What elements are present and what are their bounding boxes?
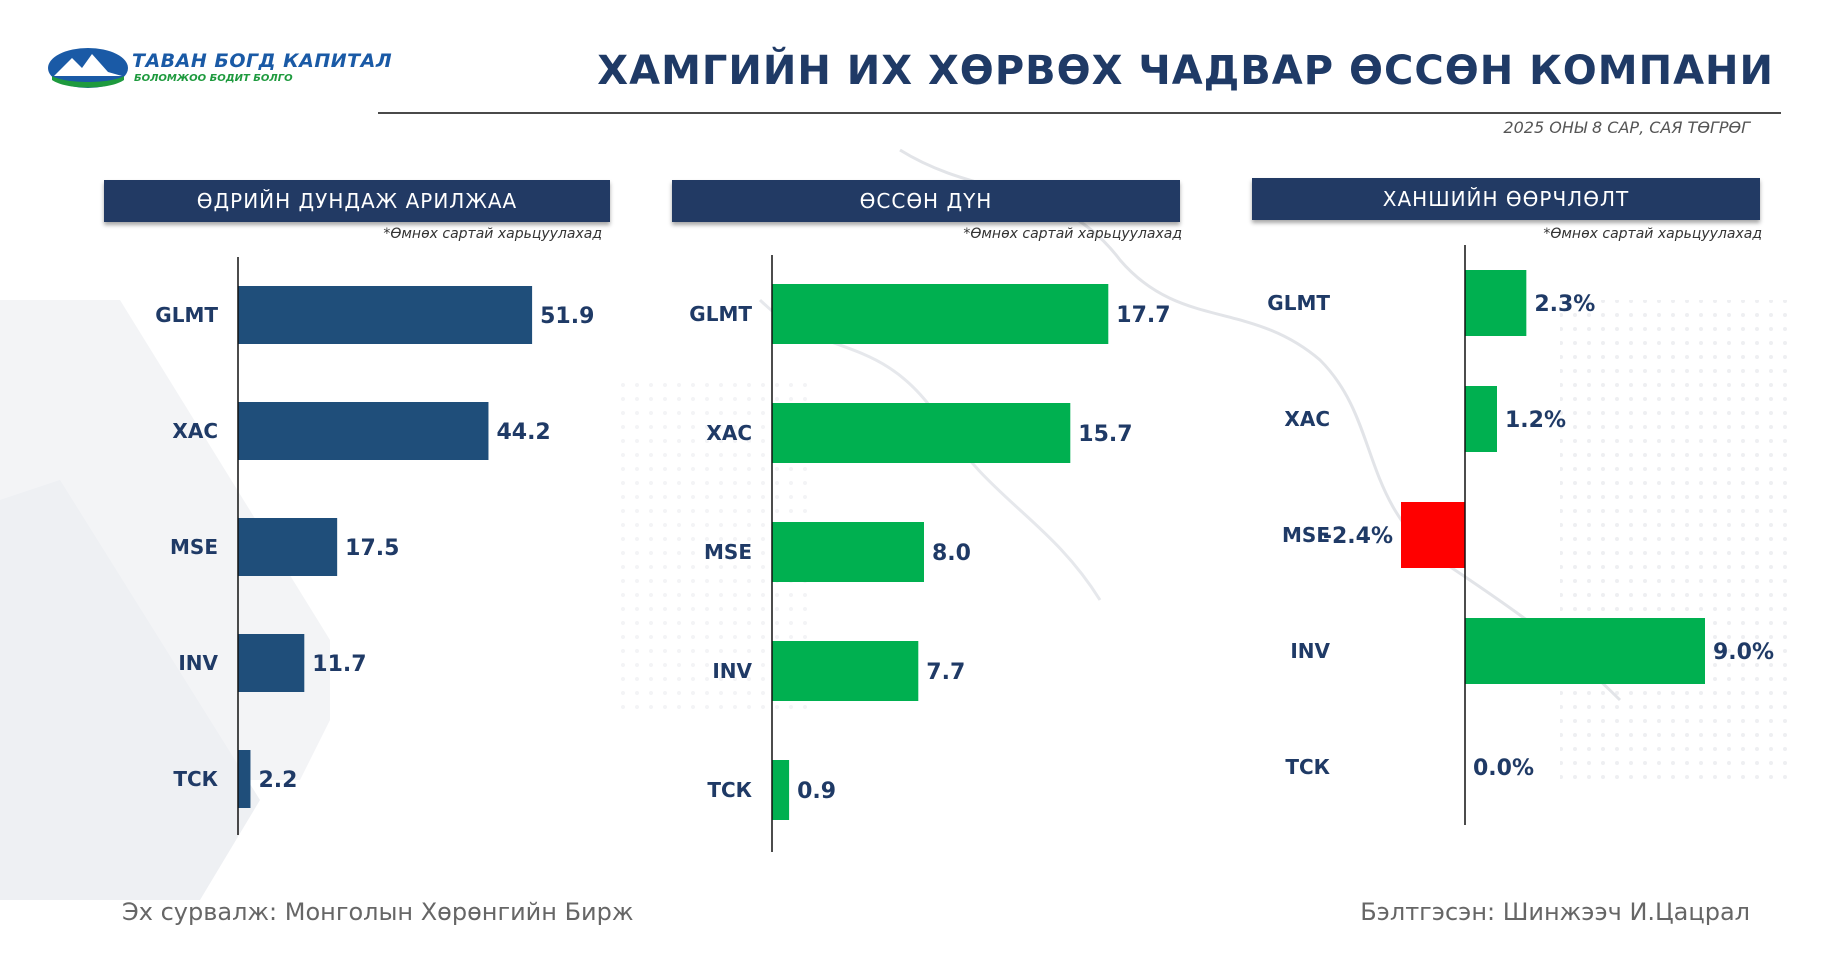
bar-тск bbox=[238, 750, 251, 808]
value-label: 0.9 bbox=[797, 779, 836, 804]
brand-name: ТАВАН БОГД КАПИТАЛ bbox=[132, 50, 393, 72]
value-label: 44.2 bbox=[496, 420, 550, 445]
value-label: 7.7 bbox=[926, 660, 965, 685]
category-label: GLMT bbox=[1267, 291, 1330, 315]
page-title: ХАМГИЙН ИХ ХӨРВӨХ ЧАДВАР ӨССӨН КОМПАНИ bbox=[597, 48, 1774, 94]
value-label: -2.4% bbox=[1323, 524, 1393, 549]
bar-mse bbox=[238, 518, 338, 576]
category-label: MSE bbox=[170, 535, 218, 559]
bar-тск bbox=[772, 760, 790, 820]
value-label: 17.7 bbox=[1116, 303, 1170, 328]
brand-wordmark: ТАВАН БОГД КАПИТАЛ БОЛОМЖОО БОДИТ БОЛГО bbox=[132, 50, 392, 84]
brand-tagline: БОЛОМЖОО БОДИТ БОЛГО bbox=[134, 73, 293, 84]
panel-header-growth-amount: ӨССӨН ДҮН bbox=[672, 180, 1180, 222]
bar-glmt bbox=[772, 284, 1109, 344]
panel-header-price-change: ХАНШИЙН ӨӨРЧЛӨЛТ bbox=[1252, 178, 1760, 220]
panel-note-avg-trade: *Өмнөх сартай харьцуулахад bbox=[383, 226, 602, 242]
category-label: ХАС bbox=[172, 419, 218, 443]
chart-avg-trade: GLMT 51.9 ХАС 44.2 MSE 17.5 INV 11.7 ТСК 2.2 bbox=[155, 257, 594, 835]
bar-хас bbox=[1465, 386, 1497, 452]
panel-note-price-change: *Өмнөх сартай харьцуулахад bbox=[1543, 226, 1762, 242]
bar-glmt bbox=[238, 286, 533, 344]
value-label: 2.3% bbox=[1534, 292, 1595, 317]
bar-inv bbox=[772, 641, 919, 701]
panel-note-growth-amount: *Өмнөх сартай харьцуулахад bbox=[963, 226, 1182, 242]
title-divider bbox=[378, 112, 1781, 114]
bar-inv bbox=[1465, 618, 1705, 684]
category-label: INV bbox=[1290, 639, 1330, 663]
value-label: 8.0 bbox=[932, 541, 971, 566]
value-label: 15.7 bbox=[1078, 422, 1132, 447]
page-subtitle: 2025 ОНЫ 8 САР, САЯ ТӨГРӨГ bbox=[1503, 118, 1750, 137]
source-note: Эх сурвалж: Монголын Хөрөнгийн Бирж bbox=[122, 898, 634, 926]
bar-хас bbox=[772, 403, 1071, 463]
category-label: ХАС bbox=[1284, 407, 1330, 431]
bar-mse bbox=[772, 522, 924, 582]
category-label: INV bbox=[178, 651, 218, 675]
panel-header-avg-trade: ӨДРИЙН ДУНДАЖ АРИЛЖАА bbox=[104, 180, 610, 222]
bar-хас bbox=[238, 402, 489, 460]
value-label: 11.7 bbox=[312, 652, 366, 677]
category-label: ТСК bbox=[1285, 755, 1330, 779]
category-label: ТСК bbox=[707, 778, 752, 802]
value-label: 9.0% bbox=[1713, 640, 1774, 665]
value-label: 2.2 bbox=[258, 768, 297, 793]
category-label: GLMT bbox=[155, 303, 218, 327]
value-label: 17.5 bbox=[345, 536, 399, 561]
category-label: MSE bbox=[704, 540, 752, 564]
category-label: INV bbox=[712, 659, 752, 683]
prepared-by-note: Бэлтгэсэн: Шинжээч И.Цацрал bbox=[1360, 898, 1750, 926]
bar-mse bbox=[1401, 502, 1465, 568]
brand-logo bbox=[48, 48, 128, 88]
category-label: GLMT bbox=[689, 302, 752, 326]
bar-inv bbox=[238, 634, 305, 692]
value-label: 1.2% bbox=[1505, 408, 1566, 433]
value-label: 51.9 bbox=[540, 304, 594, 329]
category-label: ТСК bbox=[173, 767, 218, 791]
category-label: ХАС bbox=[706, 421, 752, 445]
category-label: MSE bbox=[1282, 523, 1330, 547]
bar-glmt bbox=[1465, 270, 1527, 336]
value-label: 0.0% bbox=[1473, 756, 1534, 781]
chart-growth-amount: GLMT 17.7 ХАС 15.7 MSE 8.0 INV 7.7 ТСК 0.9 bbox=[689, 255, 1171, 852]
chart-price-change: GLMT 2.3% ХАС 1.2% MSE-2.4% INV 9.0% ТСК 0.0% bbox=[1267, 245, 1774, 825]
